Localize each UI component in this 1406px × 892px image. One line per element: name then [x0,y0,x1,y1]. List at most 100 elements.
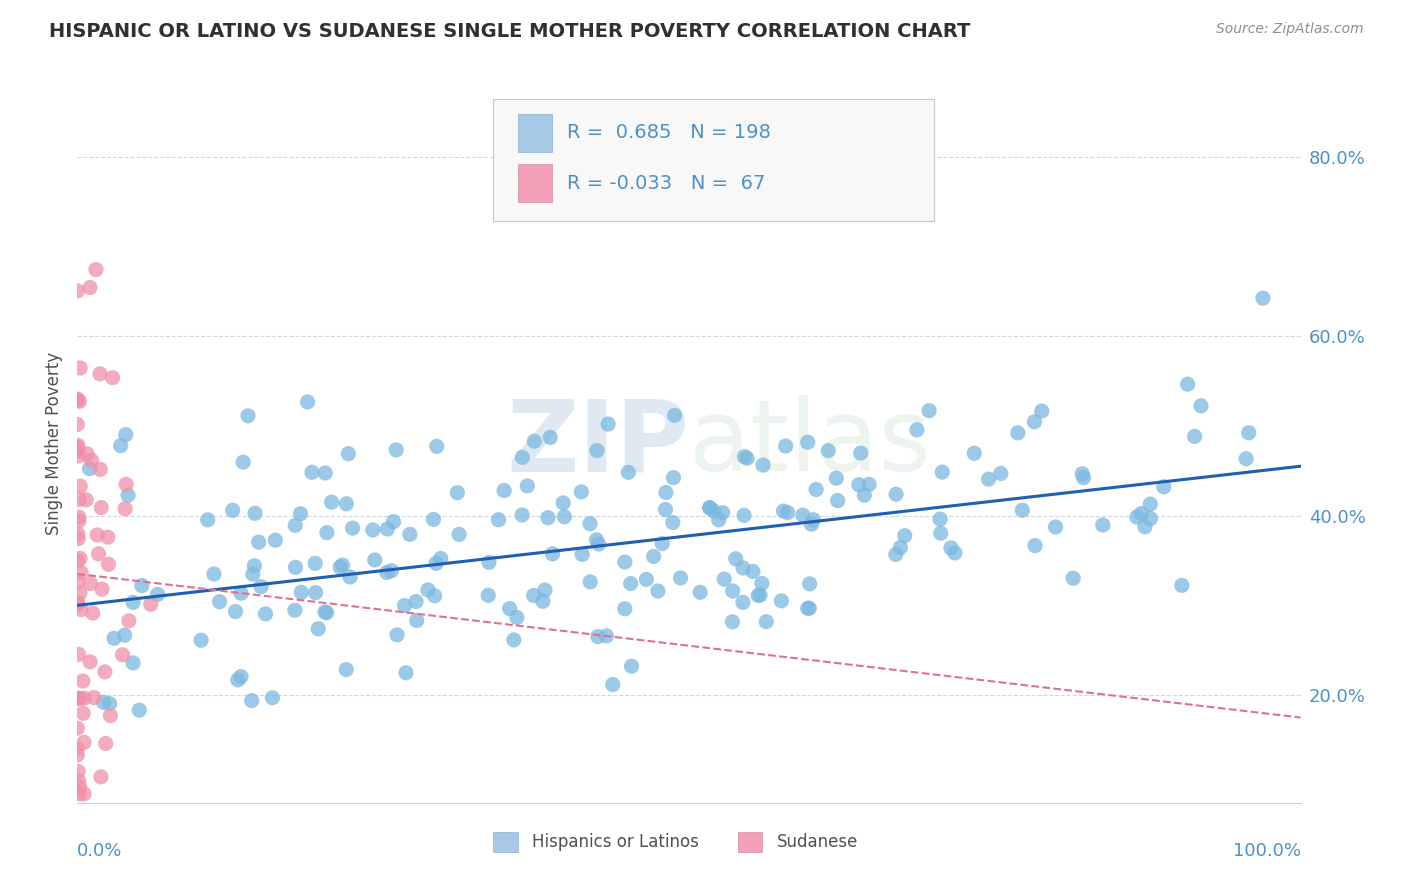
Point [689,585,711,599]
Point [711,506,734,520]
Point [724,551,747,566]
Point [538,430,561,444]
Point [1237,425,1260,440]
Point [225,605,247,619]
Point [602,677,624,691]
Point [284,560,307,574]
Point [394,599,416,613]
Point [83,690,105,705]
Point [1139,511,1161,525]
Point [110,439,132,453]
Point [66,721,89,735]
Point [963,446,986,460]
Point [67,514,90,528]
Point [321,495,343,509]
Point [82,606,104,620]
Point [918,403,941,417]
Point [67,773,90,788]
Point [422,512,444,526]
Point [66,392,89,407]
Point [69,586,91,600]
Point [1153,480,1175,494]
Text: R =  0.685   N = 198: R = 0.685 N = 198 [567,123,770,143]
Point [114,501,136,516]
Point [1130,507,1153,521]
Text: 100.0%: 100.0% [1233,842,1301,860]
Point [226,673,249,687]
Point [579,574,602,589]
Point [1024,415,1046,429]
Point [741,565,763,579]
Point [853,488,876,502]
Point [893,529,915,543]
Point [755,615,778,629]
Text: ZIP: ZIP [506,395,689,492]
Point [337,447,360,461]
Text: 0.0%: 0.0% [77,842,122,860]
Point [977,472,1000,486]
Point [531,594,554,608]
Point [425,556,447,570]
Point [751,576,773,591]
Point [498,601,520,615]
Point [87,547,110,561]
Point [990,467,1012,481]
Text: atlas: atlas [689,395,931,492]
Point [613,601,636,615]
Point [115,477,138,491]
Point [449,527,471,541]
Point [647,584,669,599]
Point [69,780,91,794]
Point [721,584,744,599]
Point [69,691,91,706]
FancyBboxPatch shape [517,164,553,202]
Point [931,465,953,479]
Point [262,690,284,705]
Point [122,595,145,609]
Point [69,551,91,566]
Point [669,571,692,585]
Point [236,409,259,423]
Point [361,523,384,537]
Point [620,659,643,673]
Point [395,665,418,680]
Point [849,446,872,460]
Point [66,741,89,756]
Point [342,521,364,535]
Point [243,506,266,520]
Point [799,577,821,591]
Point [66,691,89,706]
Point [67,532,90,546]
Point [636,573,658,587]
Point [290,507,312,521]
Point [799,601,821,615]
Point [93,695,115,709]
FancyBboxPatch shape [494,832,517,853]
Point [733,508,755,523]
Point [792,508,814,523]
Point [79,576,101,591]
Point [775,439,797,453]
Point [506,610,529,624]
Point [97,530,120,544]
Point [66,598,89,612]
Text: R = -0.033   N =  67: R = -0.033 N = 67 [567,174,765,193]
Point [221,503,243,517]
Point [70,602,93,616]
Point [72,673,94,688]
Point [731,595,754,609]
Point [1011,503,1033,517]
Point [721,615,744,629]
Point [1071,467,1094,481]
Point [825,471,848,485]
Point [804,483,827,497]
Point [703,504,725,518]
Point [385,442,408,457]
Point [1091,518,1114,533]
Point [375,566,398,580]
Point [1007,425,1029,440]
Point [301,465,323,479]
Point [73,735,96,749]
Point [70,566,93,580]
FancyBboxPatch shape [494,99,934,221]
